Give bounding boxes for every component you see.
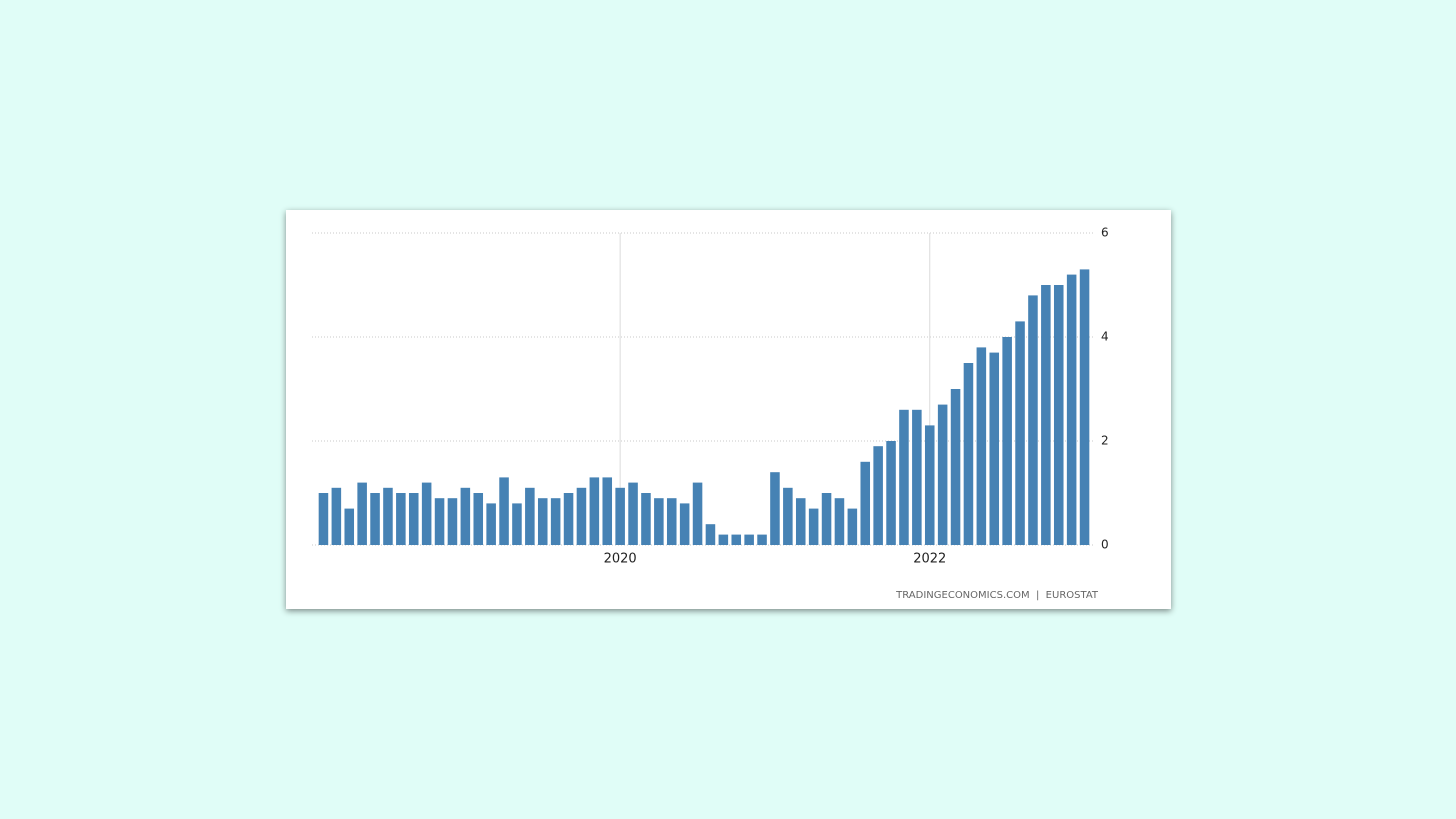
- bar: [899, 409, 909, 545]
- bar: [421, 482, 432, 545]
- bar: [731, 534, 742, 545]
- bar: [821, 493, 832, 545]
- bar: [950, 389, 961, 545]
- bar: [963, 363, 974, 545]
- source: TRADINGECONOMICS.COM | EUROSTAT: [895, 590, 1099, 601]
- bar: [615, 487, 625, 545]
- bar: [331, 487, 342, 545]
- bar: [525, 487, 535, 545]
- chart: TRADINGECONOMICS.COM | EUROSTAT 0 2 4 6 2020…: [312, 226, 1109, 601]
- bar: [692, 482, 703, 545]
- bar: [383, 487, 393, 545]
- bar: [602, 477, 613, 545]
- bar: [808, 508, 819, 545]
- chart-card: TRADINGECONOMICS.COM | EUROSTAT 0 2 4 6 2020…: [286, 210, 1171, 609]
- bar: [847, 508, 858, 545]
- bar: [860, 461, 871, 545]
- bar: [912, 409, 922, 545]
- bar: [1066, 274, 1077, 545]
- bar: [473, 493, 484, 545]
- bar: [1015, 321, 1025, 545]
- bar: [589, 477, 600, 545]
- bar: [408, 493, 419, 545]
- bar: [447, 498, 458, 545]
- bar: [705, 524, 716, 545]
- bar: [1041, 285, 1051, 545]
- bar: [1079, 269, 1090, 545]
- x-tick-label: 2022: [913, 552, 946, 567]
- bar: [654, 498, 664, 545]
- bar: [563, 493, 574, 545]
- bar: [873, 446, 883, 545]
- bar: [357, 482, 367, 545]
- bar: [976, 347, 987, 545]
- bar: [396, 493, 406, 545]
- bar: [537, 498, 548, 545]
- bar: [989, 352, 1000, 545]
- bar: [460, 487, 471, 545]
- bar: [370, 493, 380, 545]
- bar: [718, 534, 729, 545]
- bar: [744, 534, 754, 545]
- bar: [1002, 337, 1012, 545]
- bar: [783, 487, 793, 545]
- bar: [937, 404, 948, 545]
- bar: [486, 503, 496, 545]
- bar: [886, 441, 896, 545]
- bar: [628, 482, 638, 545]
- bar: [344, 508, 355, 545]
- bar: [576, 487, 587, 545]
- y-tick-label: 4: [1101, 330, 1109, 344]
- bar: [641, 493, 651, 545]
- bar: [550, 498, 561, 545]
- y-tick-label: 0: [1101, 538, 1109, 552]
- bar: [924, 425, 935, 545]
- bar: [770, 472, 780, 545]
- bar: [757, 534, 767, 545]
- bar: [1028, 295, 1038, 545]
- y-tick-label: 6: [1101, 226, 1109, 240]
- bar: [318, 493, 329, 545]
- bar: [499, 477, 509, 545]
- bar: [434, 498, 445, 545]
- bar: [679, 503, 690, 545]
- bar: [1053, 285, 1064, 545]
- bar: [666, 498, 677, 545]
- y-tick-label: 2: [1101, 434, 1109, 448]
- bar: [512, 503, 522, 545]
- bar: [795, 498, 806, 545]
- x-tick-label: 2020: [604, 552, 637, 567]
- bar: [834, 498, 845, 545]
